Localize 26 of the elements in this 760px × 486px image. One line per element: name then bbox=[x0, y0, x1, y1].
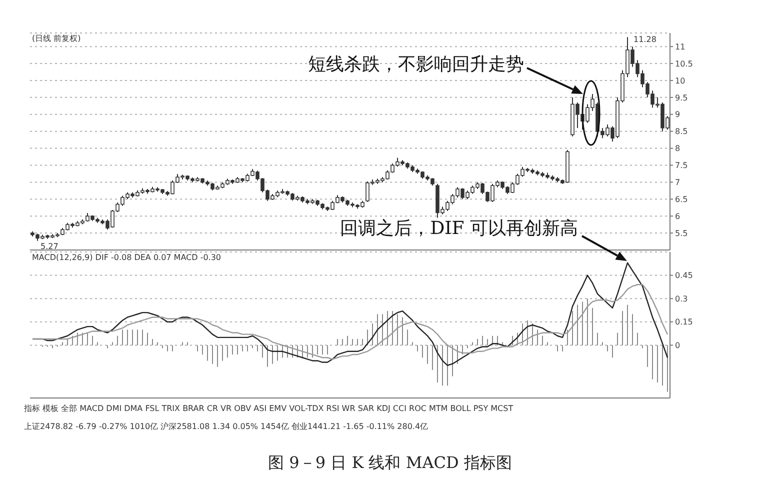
y-tick-label: 8 bbox=[675, 144, 680, 154]
y-tick-label: 9 bbox=[675, 110, 680, 120]
line-series bbox=[32, 284, 668, 360]
y-tick-label: 6.5 bbox=[675, 194, 688, 204]
y-tick-label: 8.5 bbox=[675, 127, 688, 136]
y-tick-label: 0.15 bbox=[675, 318, 693, 327]
text: 11.28 bbox=[634, 35, 656, 44]
text: 上证2478.82 -6.79 -0.27% 1010亿 沪深2581.08 1.34 0.05% 1454亿 创业1441.21 -1.65 -0.11% 280.4亿 bbox=[24, 422, 428, 432]
y-tick-label: 10 bbox=[675, 76, 686, 86]
y-tick-label: 0.3 bbox=[675, 294, 688, 304]
caption: 图 9－9 日 K 线和 MACD 指标图 bbox=[267, 453, 513, 473]
annotation: 回调之后，DIF 可以再创新高 bbox=[340, 218, 578, 239]
y-tick-label: 7.5 bbox=[675, 161, 688, 170]
y-tick-label: 6 bbox=[675, 212, 680, 221]
y-tick-label: 11 bbox=[675, 42, 686, 52]
y-tick-label: 9.5 bbox=[675, 93, 688, 102]
chart-title: MACD(12,26,9) DIF -0.08 DEA 0.07 MACD -0.30 bbox=[32, 253, 222, 263]
text: 指标 模板 全部 MACD DMI DMA FSL TRIX BRAR CR VR OBV ASI EMV VOL-TDX RSI WR SAR KDJ CCI ROC MTM BOLL PSY MCST bbox=[24, 404, 514, 414]
text: 5.27 bbox=[40, 242, 58, 251]
annotation: 短线杀跌，不影响回升走势 bbox=[308, 54, 524, 75]
y-tick-label: 0.45 bbox=[675, 271, 693, 280]
chart-title: (日线 前复权) bbox=[32, 34, 81, 44]
y-tick-label: 7 bbox=[675, 178, 680, 188]
y-tick-label: 5.5 bbox=[675, 228, 688, 238]
y-tick-label: 0 bbox=[675, 341, 680, 350]
y-tick-label: 10.5 bbox=[675, 59, 693, 68]
